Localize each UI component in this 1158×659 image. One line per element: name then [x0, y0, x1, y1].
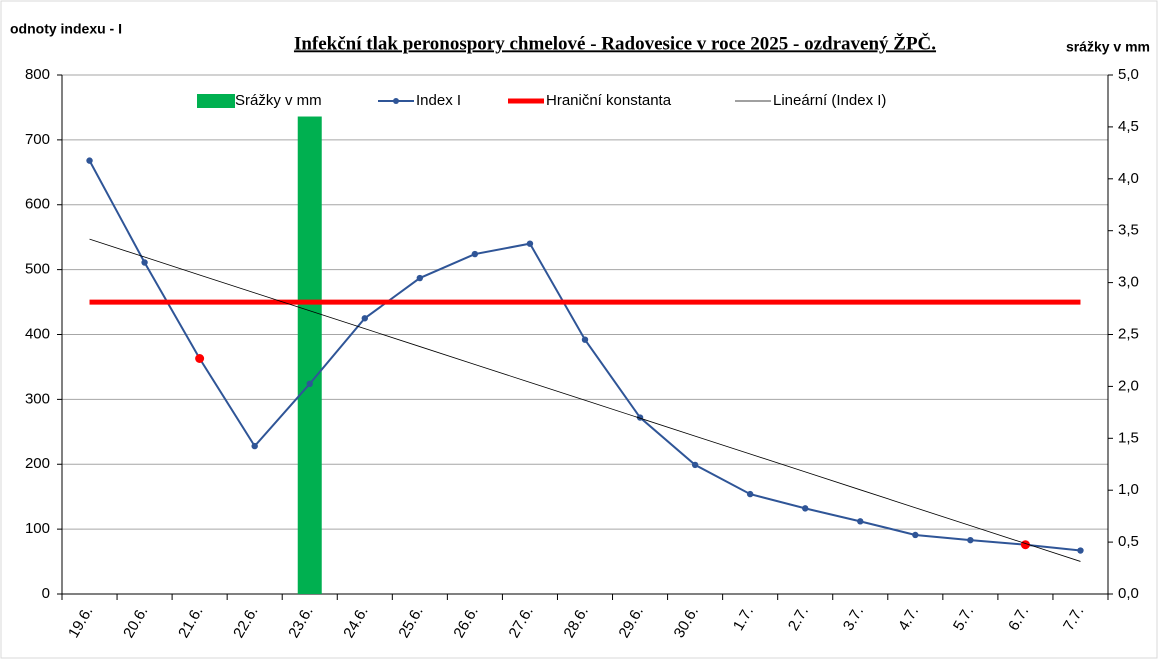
marker — [416, 274, 424, 282]
y-tick-label: 700 — [25, 131, 50, 148]
marker — [802, 505, 809, 512]
marker — [691, 461, 699, 469]
marker — [141, 259, 148, 266]
marker — [361, 315, 368, 322]
marker — [581, 336, 589, 343]
legend-marker — [393, 98, 399, 104]
y2-tick-label: 0,5 — [1118, 533, 1139, 550]
y2-tick-label: 5,0 — [1118, 66, 1139, 83]
marker — [967, 536, 974, 544]
y-tick-label: 400 — [25, 325, 50, 342]
y-tick-label: 200 — [25, 455, 50, 472]
marker — [526, 240, 534, 247]
line — [89, 238, 1081, 562]
legend-label: Hraniční konstanta — [546, 92, 672, 109]
y2-tick-label: 3,0 — [1118, 274, 1139, 291]
marker — [471, 250, 479, 258]
y-tick-label: 300 — [25, 390, 50, 407]
y2-tick-label: 2,5 — [1118, 325, 1139, 342]
marker — [306, 380, 313, 388]
bar — [297, 116, 322, 595]
marker — [636, 414, 644, 421]
y2-tick-label: 4,0 — [1118, 170, 1139, 187]
legend-label: Srážky v mm — [235, 92, 322, 109]
y-axis-label: odnoty indexu - I — [10, 21, 122, 37]
y-tick-label: 600 — [25, 196, 50, 213]
marker — [195, 354, 205, 364]
legend-label: Lineární (Index I) — [773, 92, 886, 109]
y-tick-label: 100 — [25, 520, 50, 537]
chart-title: Infekční tlak peronospory chmelové - Rad… — [294, 32, 936, 54]
legend-label: Index I — [416, 92, 461, 109]
y2-tick-label: 4,5 — [1118, 118, 1139, 135]
y2-tick-label: 1,5 — [1118, 429, 1139, 446]
y2-tick-label: 3,5 — [1118, 222, 1139, 239]
y2-tick-label: 0,0 — [1118, 585, 1139, 602]
y2-tick-label: 2,0 — [1118, 377, 1139, 394]
y2-axis-label: srážky v mm — [1066, 39, 1150, 55]
y-tick-label: 0 — [42, 585, 50, 602]
marker — [86, 157, 93, 164]
y-tick-label: 800 — [25, 66, 50, 83]
y-tick-label: 500 — [25, 261, 50, 278]
marker — [912, 531, 919, 539]
marker — [857, 518, 864, 525]
y2-tick-label: 1,0 — [1118, 481, 1139, 498]
marker — [251, 442, 258, 450]
marker — [1077, 547, 1084, 554]
marker — [746, 490, 754, 498]
legend-swatch — [197, 94, 235, 108]
